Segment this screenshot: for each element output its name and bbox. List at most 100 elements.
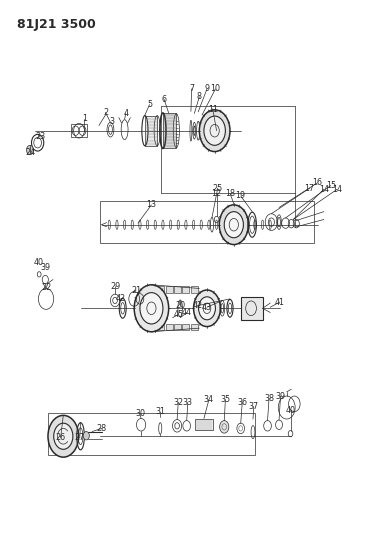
Ellipse shape [269,220,271,229]
Text: 8: 8 [197,92,202,101]
Bar [71,124,87,138]
Text: 30: 30 [135,409,145,418]
Circle shape [83,432,90,440]
Text: 25: 25 [213,184,223,192]
Circle shape [140,293,163,324]
Text: 21: 21 [131,286,141,295]
Ellipse shape [215,220,218,229]
Ellipse shape [169,220,172,229]
Text: 16: 16 [312,179,322,188]
Ellipse shape [231,220,233,229]
Text: 40: 40 [33,258,43,267]
Bar [191,286,198,293]
Text: 23: 23 [35,133,45,141]
Bar [191,324,198,330]
Bar [195,418,213,430]
Ellipse shape [139,220,141,229]
Circle shape [224,212,243,238]
Text: 32: 32 [173,398,183,407]
Text: 41: 41 [275,297,285,306]
Text: 24: 24 [25,148,35,157]
Ellipse shape [200,220,203,229]
Text: 6: 6 [161,95,167,104]
Text: 5: 5 [147,100,152,109]
Ellipse shape [131,220,133,229]
Text: 33: 33 [183,398,193,407]
Text: 3: 3 [110,117,115,126]
Text: 2: 2 [103,108,108,117]
Ellipse shape [208,220,210,229]
Text: 15: 15 [326,181,336,190]
Text: 22: 22 [41,283,51,292]
Text: 11: 11 [208,106,218,114]
Ellipse shape [116,220,118,229]
Text: 36: 36 [237,398,247,407]
Circle shape [194,290,221,327]
Text: 9: 9 [204,84,210,93]
Ellipse shape [262,220,264,229]
Ellipse shape [246,220,248,229]
Text: 13: 13 [147,200,156,209]
Text: 12: 12 [212,189,222,198]
Bar [174,286,181,293]
Text: 45: 45 [173,310,183,319]
Text: 1: 1 [82,114,87,123]
Circle shape [219,205,248,245]
Text: 44: 44 [182,308,192,317]
Text: 43: 43 [202,303,212,312]
Text: 39: 39 [40,263,50,272]
Text: 42: 42 [116,294,126,303]
Text: 14: 14 [332,185,342,193]
Circle shape [204,116,225,146]
Ellipse shape [192,220,195,229]
Ellipse shape [108,220,110,229]
Text: 28: 28 [97,424,107,433]
Circle shape [199,297,215,320]
Ellipse shape [254,220,256,229]
Text: 19: 19 [236,191,246,200]
Text: 34: 34 [204,395,214,404]
Text: 39: 39 [276,392,286,400]
Bar [166,324,172,330]
Bar [183,324,189,330]
Text: 31: 31 [155,407,165,416]
Ellipse shape [162,220,164,229]
Bar [100,201,314,243]
Bar [145,116,157,146]
Ellipse shape [185,220,187,229]
Text: 18: 18 [225,189,235,198]
Ellipse shape [239,220,241,229]
Bar [48,413,255,455]
Text: 35: 35 [220,395,230,404]
Ellipse shape [147,220,149,229]
Text: 42: 42 [192,301,203,310]
Bar [163,114,176,148]
Circle shape [134,285,169,332]
Circle shape [48,415,79,457]
Ellipse shape [124,220,126,229]
Text: 20: 20 [175,301,185,310]
Circle shape [54,423,73,449]
Ellipse shape [154,220,156,229]
Text: 7: 7 [189,84,194,93]
Text: 38: 38 [264,394,274,402]
Bar [242,297,263,320]
Text: 40: 40 [285,406,296,415]
Circle shape [199,110,230,151]
Circle shape [220,421,229,433]
Text: 4: 4 [123,109,128,118]
Text: 14: 14 [319,185,329,193]
Bar [174,324,181,330]
Text: 26: 26 [56,433,66,442]
Text: 37: 37 [249,402,259,411]
Bar [166,286,172,293]
Bar [157,324,164,330]
Ellipse shape [177,220,179,229]
Text: 81J21 3500: 81J21 3500 [17,19,96,31]
Circle shape [27,146,33,155]
Ellipse shape [223,220,225,229]
Bar [183,286,189,293]
Text: 17: 17 [305,184,315,192]
Text: 10: 10 [210,84,221,93]
Text: 27: 27 [75,433,85,442]
